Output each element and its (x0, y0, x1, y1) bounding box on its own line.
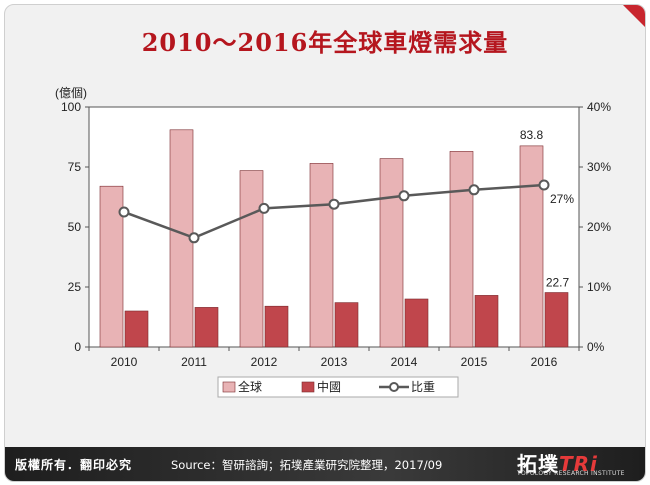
bar-china (194, 307, 219, 348)
share-point (328, 198, 340, 210)
data-label-share-2016: 27% (550, 192, 574, 206)
data-label-global-2016: 83.8 (520, 128, 544, 142)
chart-title: 2010～2016年全球車燈需求量 (141, 28, 509, 57)
share-point (398, 190, 410, 202)
legend-label-global: 全球 (238, 379, 262, 394)
x-tick-label: 2014 (391, 355, 418, 369)
logo-text: 拓墣 (517, 452, 559, 476)
slide-frame: 2010～2016年全球車燈需求量 0 25 50 75 100 (億個) 0% 10% 20%… (4, 4, 646, 482)
share-point (468, 184, 480, 196)
corner-accent (623, 5, 645, 27)
x-tick-label: 2013 (321, 355, 348, 369)
legend-box (217, 376, 459, 398)
bar-china (264, 305, 289, 348)
x-tick-label: 2012 (251, 355, 278, 369)
legend-label-china: 中國 (317, 379, 341, 394)
bar-china (334, 302, 359, 348)
footer-bar: 版權所有．翻印必究 Source：智研諮詢；拓墣產業研究院整理，2017/09 … (5, 447, 645, 481)
y2-tick-label: 0% (587, 340, 605, 354)
legend-marker-share (389, 382, 399, 392)
bar-china (474, 295, 499, 348)
share-point (188, 232, 200, 244)
logo-wordmark: 拓墣TRi (517, 448, 598, 477)
y-tick-label: 75 (68, 160, 82, 174)
y2-tick-label: 10% (587, 280, 611, 294)
bar-global (99, 185, 124, 348)
x-tick-label: 2011 (181, 355, 207, 369)
bar-china (544, 292, 569, 348)
logo-subtitle: TOPOLOGY RESEARCH INSTITUTE (517, 470, 625, 477)
y-unit-label: (億個) (55, 86, 87, 100)
x-tick-label: 2010 (111, 355, 138, 369)
tri-logo: 拓墣TRi TOPOLOGY RESEARCH INSTITUTE (511, 447, 645, 481)
x-tick-label: 2015 (461, 355, 488, 369)
y-tick-label: 0 (74, 340, 81, 354)
logo-tri: TRi (559, 452, 598, 476)
share-point (118, 206, 130, 218)
bar-global (309, 163, 334, 348)
y2-tick-label: 30% (587, 160, 611, 174)
y2-tick-label: 20% (587, 220, 611, 234)
y-tick-label: 25 (68, 280, 82, 294)
source-text: Source：智研諮詢；拓墣產業研究院整理，2017/09 (171, 458, 443, 472)
legend-label-share: 比重 (411, 380, 435, 394)
y2-tick-label: 40% (587, 100, 611, 114)
bar-global (379, 158, 404, 348)
share-point (258, 202, 270, 214)
bar-global (519, 145, 544, 348)
y-tick-label: 100 (61, 100, 81, 114)
chart-canvas: 0 25 50 75 100(億個) 0% 10% 20% 30% 40% 2010 2011 2012… (55, 86, 611, 398)
legend-swatch-china (301, 381, 315, 393)
bar-china (124, 310, 149, 348)
data-label-china-2016: 22.7 (546, 276, 570, 290)
y-tick-label: 50 (68, 220, 82, 234)
bar-global (239, 170, 264, 348)
share-point (538, 179, 550, 191)
legend-swatch-global (222, 381, 236, 393)
bar-china (404, 298, 429, 348)
x-tick-label: 2016 (531, 355, 558, 369)
bar-global (449, 151, 474, 348)
copyright-text: 版權所有．翻印必究 (15, 458, 133, 472)
